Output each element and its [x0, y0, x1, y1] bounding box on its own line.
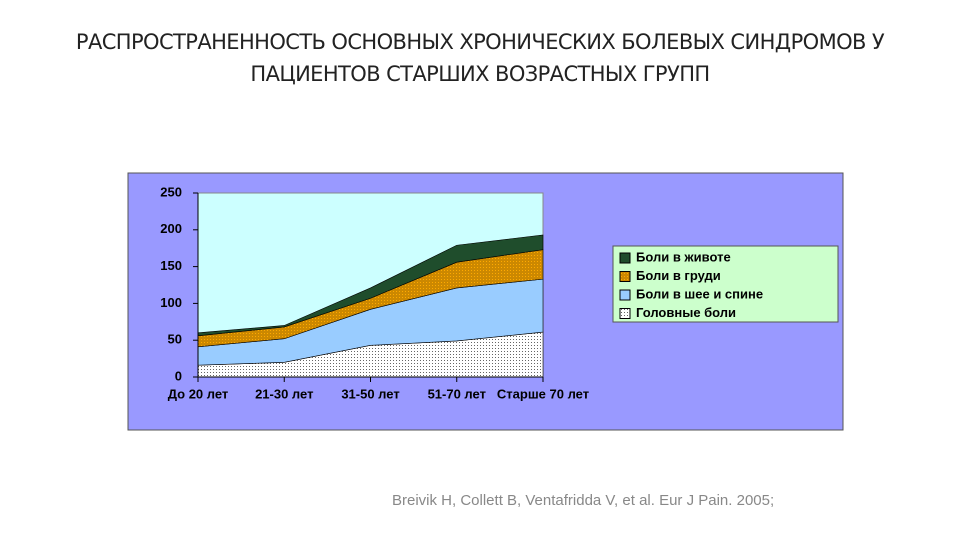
y-tick-label: 50: [168, 332, 182, 347]
x-tick-label: Старше 70 лет: [497, 386, 589, 401]
legend-label: Боли в шее и спине: [636, 286, 763, 301]
x-tick-label: 51-70 лет: [428, 386, 486, 401]
area: [197, 234, 544, 337]
y-tick-label: 0: [175, 368, 182, 383]
y-tick-label: 150: [160, 258, 182, 273]
legend-swatch: [619, 271, 631, 282]
legend-swatch: [619, 289, 631, 301]
legend-label: Головные боли: [636, 305, 736, 320]
y-tick-label: 250: [160, 184, 182, 199]
x-tick-label: До 20 лет: [168, 386, 229, 401]
y-tick-label: 200: [160, 221, 182, 236]
source: Breivik H, Collett B, Ventafridda V, et …: [392, 492, 775, 509]
legend-label: Боли в груди: [636, 268, 721, 283]
x-tick-label: 21-30 лет: [255, 386, 313, 401]
x-tick-label: 31-50 лет: [341, 386, 399, 401]
legend-swatch: [619, 252, 631, 264]
legend-label: Боли в животе: [636, 249, 731, 264]
y-tick-label: 100: [160, 295, 182, 310]
slide-title: РАСПРОСТРАНЕННОСТЬ ОСНОВНЫХ ХРОНИЧЕСКИХ …: [75, 30, 885, 86]
legend-box: [612, 245, 839, 323]
legend-swatch: [619, 308, 631, 319]
